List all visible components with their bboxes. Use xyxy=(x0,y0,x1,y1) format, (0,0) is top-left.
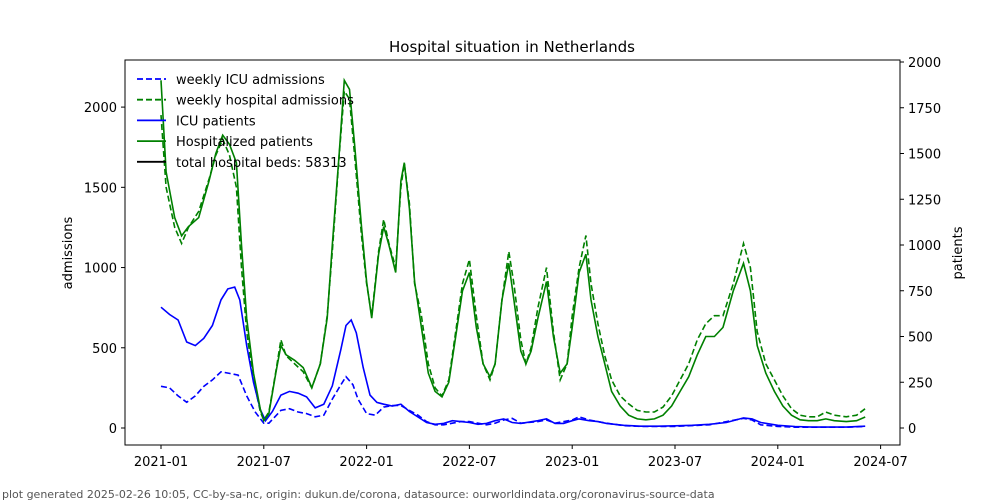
series-group xyxy=(160,77,866,428)
x-tick-label: 2022-07 xyxy=(442,455,496,470)
y-right-tick-label: 1000 xyxy=(908,239,941,254)
y-right-tick-label: 500 xyxy=(908,331,933,346)
y-right-tick-label: 1750 xyxy=(908,102,941,117)
legend-label: ICU patients xyxy=(176,114,256,129)
x-tick-label: 2023-01 xyxy=(545,455,599,470)
series-line-hospitalized-patients xyxy=(160,77,866,423)
legend-label: total hospital beds: 58313 xyxy=(176,156,347,171)
footer-credit: plot generated 2025-02-26 10:05, CC-by-s… xyxy=(2,488,715,500)
legend: weekly ICU admissions weekly hospital adm… xyxy=(137,73,354,171)
x-tick-label: 2024-07 xyxy=(853,455,907,470)
y-left-tick-label: 1500 xyxy=(84,181,117,196)
legend-label: weekly hospital admissions xyxy=(176,94,354,109)
chart-title: Hospital situation in Netherlands xyxy=(389,38,635,56)
y-left-tick-label: 0 xyxy=(109,422,117,437)
y-axis-left: 0 500 1000 1500 2000 xyxy=(84,101,125,437)
x-tick-label: 2023-07 xyxy=(648,455,702,470)
y-right-tick-label: 1250 xyxy=(908,193,941,208)
legend-label: Hospitalized patients xyxy=(176,135,313,150)
y-right-tick-label: 250 xyxy=(908,376,933,391)
y-right-tick-label: 2000 xyxy=(908,56,941,71)
x-tick-label: 2024-01 xyxy=(751,455,805,470)
y-right-tick-label: 0 xyxy=(908,422,916,437)
x-tick-label: 2021-07 xyxy=(237,455,291,470)
x-tick-label: 2021-01 xyxy=(134,455,188,470)
x-axis: 2021-01 2021-07 2022-01 2022-07 2023-01 2023-… xyxy=(134,445,908,470)
y-axis-right: 0 250 500 750 1000 1250 1500 1750 2000 xyxy=(900,56,941,437)
y-left-tick-label: 1000 xyxy=(84,262,117,277)
series-line-icu-patients xyxy=(160,286,866,428)
plot-frame xyxy=(124,59,901,446)
x-tick-label: 2022-01 xyxy=(339,455,393,470)
y-axis-right-label: patients xyxy=(951,226,966,279)
y-left-tick-label: 500 xyxy=(92,342,117,357)
y-right-tick-label: 750 xyxy=(908,285,933,300)
y-left-tick-label: 2000 xyxy=(84,101,117,116)
legend-label: weekly ICU admissions xyxy=(176,73,325,88)
y-right-tick-label: 1500 xyxy=(908,148,941,163)
y-axis-left-label: admissions xyxy=(61,216,76,289)
